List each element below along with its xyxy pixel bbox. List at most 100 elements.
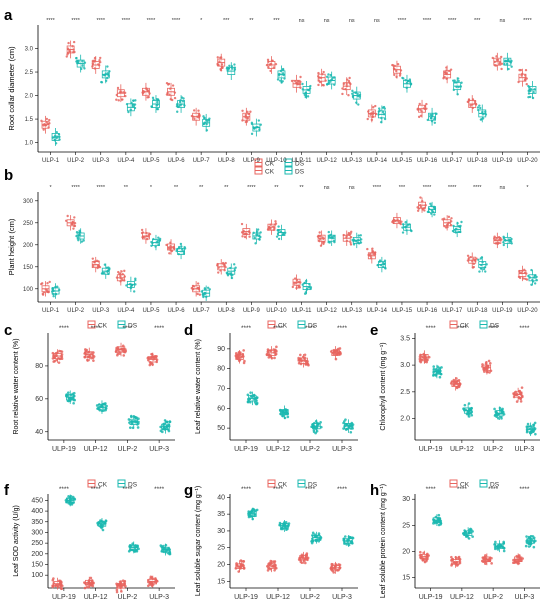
data-point-ck — [93, 261, 96, 264]
data-point-ds — [309, 287, 312, 291]
box-ck — [241, 107, 252, 126]
data-point-ds — [408, 78, 412, 81]
data-point-ds — [253, 514, 256, 518]
data-point-ds — [281, 526, 284, 530]
data-point-ck — [466, 254, 470, 258]
data-point-ck — [192, 109, 196, 112]
data-point-ck — [169, 241, 172, 244]
data-point-ck — [172, 246, 175, 250]
data-point-ds — [81, 64, 84, 67]
data-point-ck — [268, 562, 272, 566]
box-ds — [327, 230, 336, 246]
data-point-ck — [419, 196, 422, 199]
data-point-ck — [239, 567, 242, 570]
data-point-ck — [91, 354, 95, 357]
x-tick-label: ULP-12 — [84, 594, 108, 601]
data-point-ds — [66, 391, 70, 394]
data-point-ck — [517, 561, 521, 565]
data-point-ds — [313, 533, 317, 536]
data-point-ds — [531, 430, 535, 434]
data-point-ds — [502, 546, 506, 550]
data-point-ds — [308, 87, 312, 90]
data-point-ck — [168, 252, 171, 255]
data-point-ck — [471, 106, 475, 110]
data-point-ds — [180, 96, 184, 99]
data-point-ds — [430, 209, 434, 212]
data-point-ck — [48, 280, 51, 284]
data-point-ds — [456, 77, 460, 80]
data-point-ds — [436, 365, 439, 369]
data-point-ds — [280, 81, 283, 84]
data-point-ck — [272, 66, 275, 69]
data-point-ds — [327, 230, 330, 234]
data-point-ds — [496, 416, 500, 420]
data-point-ds — [349, 424, 352, 428]
data-point-ck — [275, 350, 278, 353]
data-point-ds — [494, 410, 498, 414]
data-point-ck — [272, 225, 275, 228]
data-point-ck — [300, 359, 303, 363]
data-point-ck — [295, 279, 299, 282]
legend-label-ds: DS — [308, 482, 318, 489]
data-point-ds — [133, 106, 137, 110]
data-point-ds — [78, 231, 82, 234]
box-ck — [146, 352, 159, 367]
data-point-ck — [422, 551, 425, 555]
data-point-ds — [206, 119, 209, 123]
x-tick-label: ULP-9 — [243, 158, 261, 164]
data-point-ck — [322, 70, 325, 74]
data-point-ck — [216, 262, 219, 266]
data-point-ds — [54, 293, 58, 296]
data-point-ck — [67, 41, 70, 45]
data-point-ds — [307, 285, 311, 289]
data-point-ds — [259, 123, 262, 126]
data-point-ck — [395, 75, 398, 79]
data-point-ds — [351, 89, 354, 93]
data-point-ck — [427, 355, 431, 359]
data-point-ds — [306, 95, 310, 98]
data-point-ck — [450, 220, 453, 223]
data-point-ck — [304, 561, 307, 565]
box-ds — [250, 118, 262, 137]
data-point-ck — [244, 115, 247, 118]
data-point-ds — [152, 237, 155, 241]
data-point-ds — [132, 99, 135, 102]
data-point-ck — [303, 353, 307, 357]
data-point-ds — [355, 101, 358, 104]
data-point-ck — [116, 586, 119, 589]
data-point-ds — [481, 261, 484, 264]
box-ds — [252, 228, 262, 245]
data-point-ck — [334, 564, 337, 568]
legend-label-ck: CK — [98, 482, 108, 489]
data-point-ds — [77, 60, 80, 63]
data-point-ds — [259, 231, 262, 234]
box-ds — [96, 517, 108, 532]
data-point-ds — [67, 495, 70, 498]
data-point-ck — [93, 67, 97, 70]
box-ck — [115, 579, 127, 594]
data-point-ds — [498, 406, 502, 410]
box-ck — [418, 550, 430, 564]
data-point-ds — [80, 240, 84, 243]
x-tick-label: ULP-12 — [450, 446, 474, 453]
significance-label: **** — [147, 18, 156, 24]
data-point-ds — [504, 59, 507, 63]
data-point-ck — [145, 234, 148, 238]
data-point-ck — [452, 561, 456, 565]
data-point-ck — [458, 557, 461, 561]
data-point-ck — [88, 578, 91, 582]
significance-label: **** — [241, 325, 252, 332]
data-point-ds — [377, 113, 380, 116]
data-point-ck — [120, 98, 123, 101]
box-ck — [266, 219, 278, 235]
data-point-ck — [41, 282, 44, 285]
significance-label: **** — [426, 486, 437, 493]
data-point-ck — [124, 94, 127, 98]
data-point-ds — [458, 225, 462, 229]
box-ck — [316, 230, 326, 247]
y-axis-label: Plant height (cm) — [7, 218, 16, 275]
x-tick-label: ULP-19 — [419, 446, 443, 453]
data-point-ds — [329, 233, 332, 237]
significance-label: **** — [122, 325, 133, 332]
data-point-ck — [219, 67, 222, 71]
